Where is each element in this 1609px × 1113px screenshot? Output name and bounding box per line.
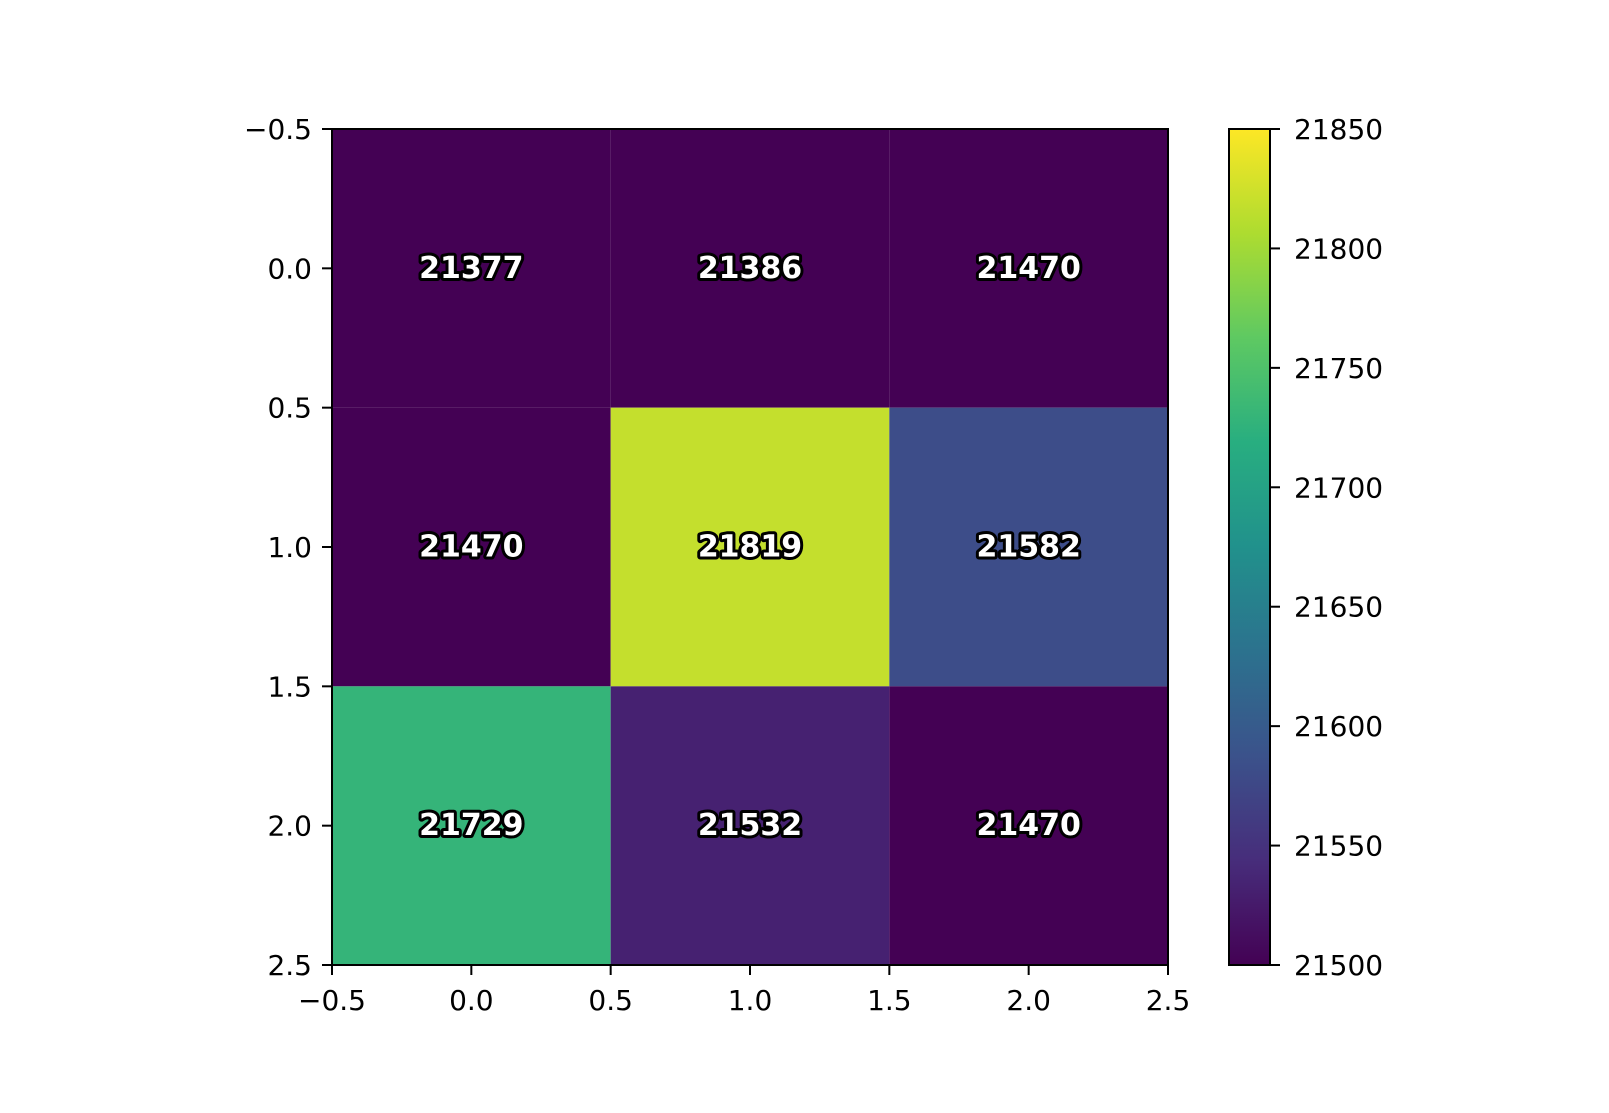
x-tick-label: 2.5 (1146, 984, 1191, 1017)
heatmap-cell (332, 407, 611, 687)
x-tick-label: 0.0 (449, 984, 494, 1017)
colorbar-tick-label: 21650 (1294, 591, 1383, 624)
y-tick-label: 2.0 (267, 810, 312, 843)
y-tick-label: 1.5 (267, 670, 312, 703)
heatmap-cell (610, 129, 890, 408)
colorbar-tick-label: 21850 (1294, 113, 1383, 146)
cell-label: 21470 (976, 251, 1080, 286)
cell-label: 21470 (419, 530, 523, 565)
cell-label: 21582 (976, 530, 1080, 565)
heatmap-cell (332, 129, 611, 408)
heatmap-cell (889, 407, 1168, 687)
y-tick-label: 2.5 (267, 949, 312, 982)
y-tick-label: 0.0 (267, 252, 312, 285)
colorbar (1228, 128, 1271, 966)
heatmap-cell (889, 686, 1168, 965)
y-tick-label: 1.0 (267, 531, 312, 564)
x-tick-label: 1.0 (728, 984, 773, 1017)
heatmap-cell (332, 686, 611, 965)
colorbar-tick-label: 21600 (1294, 710, 1383, 743)
cell-label: 21377 (419, 251, 523, 286)
heatmap-cell (610, 407, 890, 687)
cell-label: 21386 (698, 251, 802, 286)
x-tick-label: 1.5 (867, 984, 912, 1017)
x-tick-label: 2.0 (1006, 984, 1051, 1017)
colorbar-tick-label: 21550 (1294, 830, 1383, 863)
heatmap-cell (610, 686, 890, 965)
colorbar-tick-label: 21750 (1294, 352, 1383, 385)
x-tick-label: 0.5 (588, 984, 633, 1017)
cell-label: 21532 (698, 808, 802, 843)
colorbar-tick-label: 21800 (1294, 232, 1383, 265)
cell-label: 21470 (976, 808, 1080, 843)
colorbar-tick-label: 21500 (1294, 949, 1383, 982)
cell-label: 21819 (698, 530, 802, 565)
y-tick-label: −0.5 (244, 113, 312, 146)
x-tick-label: −0.5 (298, 984, 366, 1017)
heatmap-cell (889, 129, 1168, 408)
cell-label: 21729 (419, 808, 523, 843)
y-tick-label: 0.5 (267, 392, 312, 425)
colorbar-tick-label: 21700 (1294, 471, 1383, 504)
